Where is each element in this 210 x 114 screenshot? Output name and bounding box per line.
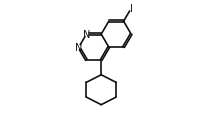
Text: N: N xyxy=(83,30,90,40)
Text: I: I xyxy=(130,4,133,14)
Text: N: N xyxy=(75,43,83,53)
